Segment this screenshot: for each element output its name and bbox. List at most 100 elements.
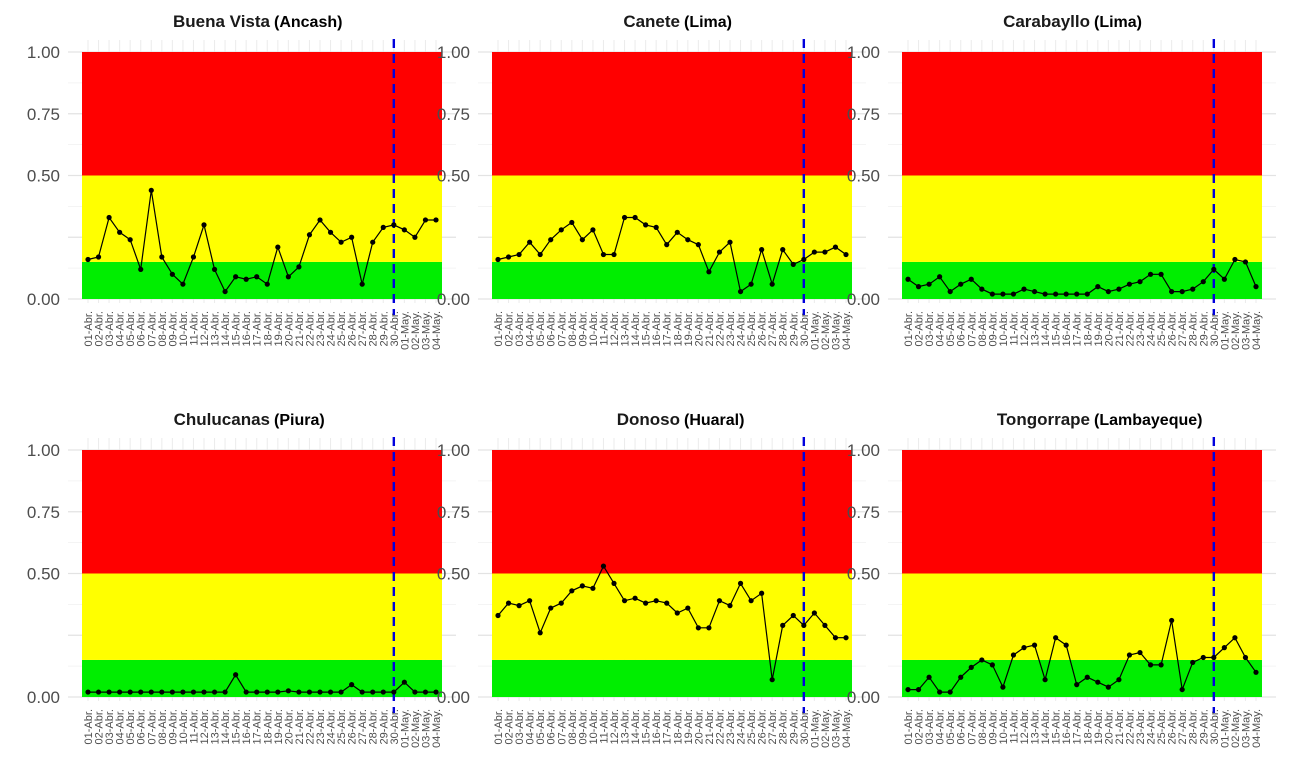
data-point — [412, 689, 418, 695]
zone-band-3 — [902, 52, 1262, 176]
x-tick-label: 28-Abr. — [368, 709, 380, 744]
data-point — [905, 276, 911, 282]
data-point — [317, 217, 323, 223]
x-tick-label: 28-Abr. — [1188, 709, 1200, 744]
x-tick-label: 17-Abr. — [252, 311, 264, 346]
y-tick-label: 0.75 — [437, 503, 470, 522]
x-tick-label: 12-Abr. — [609, 709, 621, 744]
x-tick-label: 19-Abr. — [683, 311, 695, 346]
data-point — [695, 242, 701, 248]
data-point — [685, 605, 691, 611]
x-tick-label: 05-Abr. — [125, 311, 137, 346]
chart-panel-1: 0.000.500.751.0001-Abr.02-Abr.03-Abr.04-… — [27, 12, 456, 350]
data-point — [349, 234, 355, 240]
x-tick-label: 25-Abr. — [746, 311, 758, 346]
data-point — [285, 688, 291, 694]
data-point — [401, 227, 407, 233]
data-point — [801, 256, 807, 263]
data-point — [1137, 649, 1143, 656]
data-point — [516, 603, 522, 609]
data-point — [106, 214, 112, 221]
zone-band-1 — [492, 261, 852, 299]
series-line — [908, 620, 1257, 693]
y-tick-label: 0.50 — [437, 167, 470, 186]
y-tick-label: 0.00 — [27, 688, 60, 707]
x-tick-label: 12-Abr. — [1019, 709, 1031, 744]
data-point — [632, 595, 638, 601]
data-point — [674, 610, 680, 616]
chart-title: Buena Vista — [173, 12, 271, 31]
x-tick-label: 05-Abr. — [535, 311, 547, 346]
chart-title: Donoso — [617, 410, 680, 429]
x-tick-label: 14-Abr. — [1040, 311, 1052, 346]
data-point — [1137, 279, 1143, 285]
x-tick-label: 08-Abr. — [567, 311, 579, 346]
data-point — [579, 237, 585, 243]
x-tick-label: 30-Abr. — [1209, 709, 1221, 744]
x-tick-label: 19-Abr. — [273, 311, 285, 346]
x-tick-label: 01-Abr. — [903, 311, 915, 346]
x-tick-label: 27-Abr. — [1177, 311, 1189, 346]
x-tick-label: 10-Abr. — [178, 709, 190, 744]
data-point — [264, 281, 270, 287]
data-point — [548, 237, 554, 243]
data-point — [600, 251, 607, 258]
x-tick-label: 27-Abr. — [357, 311, 369, 346]
data-point — [95, 689, 102, 695]
y-tick-label: 0.75 — [847, 503, 880, 522]
x-tick-label: 03-May. — [420, 709, 432, 748]
data-point — [1010, 291, 1017, 297]
x-tick-label: 09-Abr. — [987, 311, 999, 346]
data-point — [338, 689, 344, 695]
x-tick-label: 17-Abr. — [662, 709, 674, 744]
zone-band-3 — [492, 52, 852, 176]
x-tick-label: 08-Abr. — [977, 709, 989, 744]
x-tick-label: 06-Abr. — [956, 709, 968, 744]
data-point — [621, 598, 628, 604]
x-tick-label: 04-Abr. — [115, 311, 127, 346]
x-tick-label: 13-Abr. — [1030, 311, 1042, 346]
data-point — [790, 612, 796, 619]
x-tick-label: 22-Abr. — [714, 709, 726, 744]
x-tick-label: 02-Abr. — [504, 311, 516, 346]
data-point — [958, 281, 964, 287]
x-tick-label: 11-Abr. — [1008, 709, 1020, 744]
data-point — [1084, 291, 1090, 297]
x-tick-label: 01-Abr. — [83, 311, 95, 346]
x-tick-label: 18-Abr. — [1082, 311, 1094, 346]
data-point — [1021, 286, 1027, 292]
data-point — [516, 251, 522, 258]
x-tick-label: 14-Abr. — [220, 709, 232, 744]
x-tick-label: 11-Abr. — [188, 311, 200, 346]
data-point — [1042, 291, 1048, 297]
series-line — [497, 564, 846, 680]
x-tick-label: 12-Abr. — [609, 311, 621, 346]
data-point — [664, 600, 670, 606]
chart-panel-5: 0.000.500.751.0001-Abr.02-Abr.03-Abr.04-… — [437, 410, 866, 748]
x-tick-label: 26-Abr. — [757, 311, 769, 346]
y-tick-label: 0.75 — [847, 105, 880, 124]
x-tick-label: 06-Abr. — [546, 311, 558, 346]
data-point — [748, 281, 754, 287]
x-tick-label: 21-Abr. — [294, 709, 306, 744]
chart-subtitle: (Lima) — [1094, 14, 1142, 31]
series-line — [88, 673, 436, 693]
data-point — [180, 281, 186, 287]
data-point — [211, 689, 218, 695]
data-point — [569, 588, 575, 594]
data-point — [391, 222, 397, 228]
data-point — [926, 674, 932, 680]
x-tick-label: 03-May. — [420, 311, 432, 350]
x-tick-label: 02-Abr. — [914, 709, 926, 744]
data-point — [148, 187, 154, 193]
data-point — [1053, 635, 1059, 641]
x-tick-label: 04-May. — [841, 709, 853, 748]
x-tick-label: 11-Abr. — [598, 709, 610, 744]
data-point — [306, 232, 313, 238]
x-tick-label: 04-May. — [431, 709, 443, 748]
data-point — [222, 288, 228, 295]
zone-band-2 — [492, 175, 852, 262]
x-tick-label: 13-Abr. — [210, 311, 222, 346]
data-point — [1126, 281, 1133, 287]
y-tick-label: 1.00 — [27, 441, 60, 460]
